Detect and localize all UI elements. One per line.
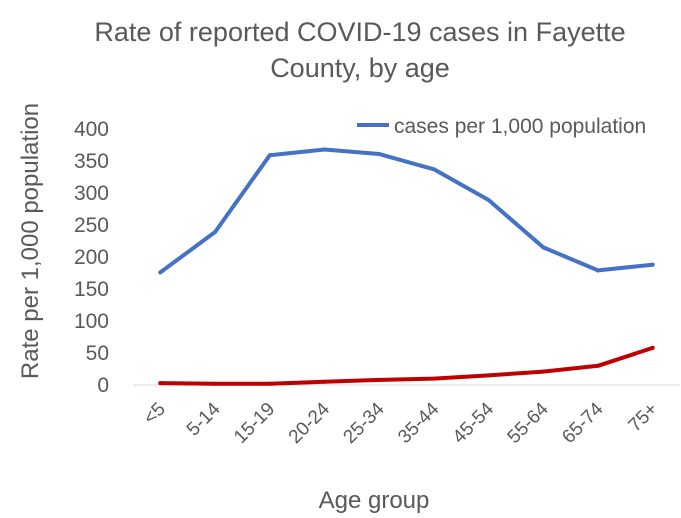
series-layer	[158, 147, 655, 386]
legend: cases per 1,000 population	[357, 115, 646, 138]
series-0-point	[541, 245, 546, 250]
x-tick-label: <5	[140, 399, 170, 429]
series-0-point	[595, 268, 600, 273]
y-tick-label: 100	[74, 310, 109, 333]
series-1-point	[541, 369, 546, 374]
series-0-point	[267, 153, 272, 158]
y-tick-label: 400	[74, 118, 109, 141]
series-line-0	[158, 147, 655, 275]
series-1-point	[158, 381, 163, 386]
series-1-point	[595, 363, 600, 368]
chart-title: Rate of reported COVID-19 cases in Fayet…	[94, 17, 626, 83]
series-1-point	[486, 373, 491, 378]
series-1-point	[650, 345, 655, 350]
legend-label-cases: cases per 1,000 population	[394, 115, 646, 138]
x-tick-label: 25-34	[339, 398, 389, 448]
series-line-1	[158, 345, 655, 386]
series-1-point	[377, 377, 382, 382]
y-tick-label: 200	[74, 246, 109, 269]
y-tick-label: 50	[86, 342, 109, 365]
x-tick-label: 5-14	[183, 398, 225, 440]
series-0-point	[158, 270, 163, 275]
y-tick-label: 300	[74, 182, 109, 205]
x-tick-label: 15-19	[230, 399, 279, 448]
x-tick-label: 55-64	[504, 398, 554, 448]
x-axis-ticks: <5 5-14 15-19 20-24 25-34 35-44 45-54 55-64 65-7…	[140, 398, 662, 448]
x-tick-label: 65-74	[558, 398, 608, 448]
y-axis-title: Rate per 1,000 population	[17, 103, 44, 379]
y-tick-label: 250	[74, 214, 109, 237]
y-axis-ticks: 0 50 100 150 200 250 300 350 400	[74, 118, 109, 397]
series-0-point	[213, 230, 218, 235]
series-1-point	[267, 381, 272, 386]
y-tick-label: 0	[97, 374, 109, 397]
series-0-point	[650, 262, 655, 267]
series-0-point	[486, 198, 491, 203]
y-tick-label: 150	[74, 278, 109, 301]
series-0-point	[322, 147, 327, 152]
series-1-point	[213, 381, 218, 386]
series-1-point	[431, 376, 436, 381]
series-1-point	[322, 379, 327, 384]
x-tick-label: 35-44	[394, 398, 444, 448]
x-axis-title: Age group	[319, 487, 430, 514]
series-0-point	[431, 167, 436, 172]
y-tick-label: 350	[74, 150, 109, 173]
x-tick-label: 75+	[625, 399, 663, 437]
x-tick-label: 20-24	[285, 398, 335, 448]
series-0-point	[377, 151, 382, 156]
x-tick-label: 45-54	[449, 398, 499, 448]
